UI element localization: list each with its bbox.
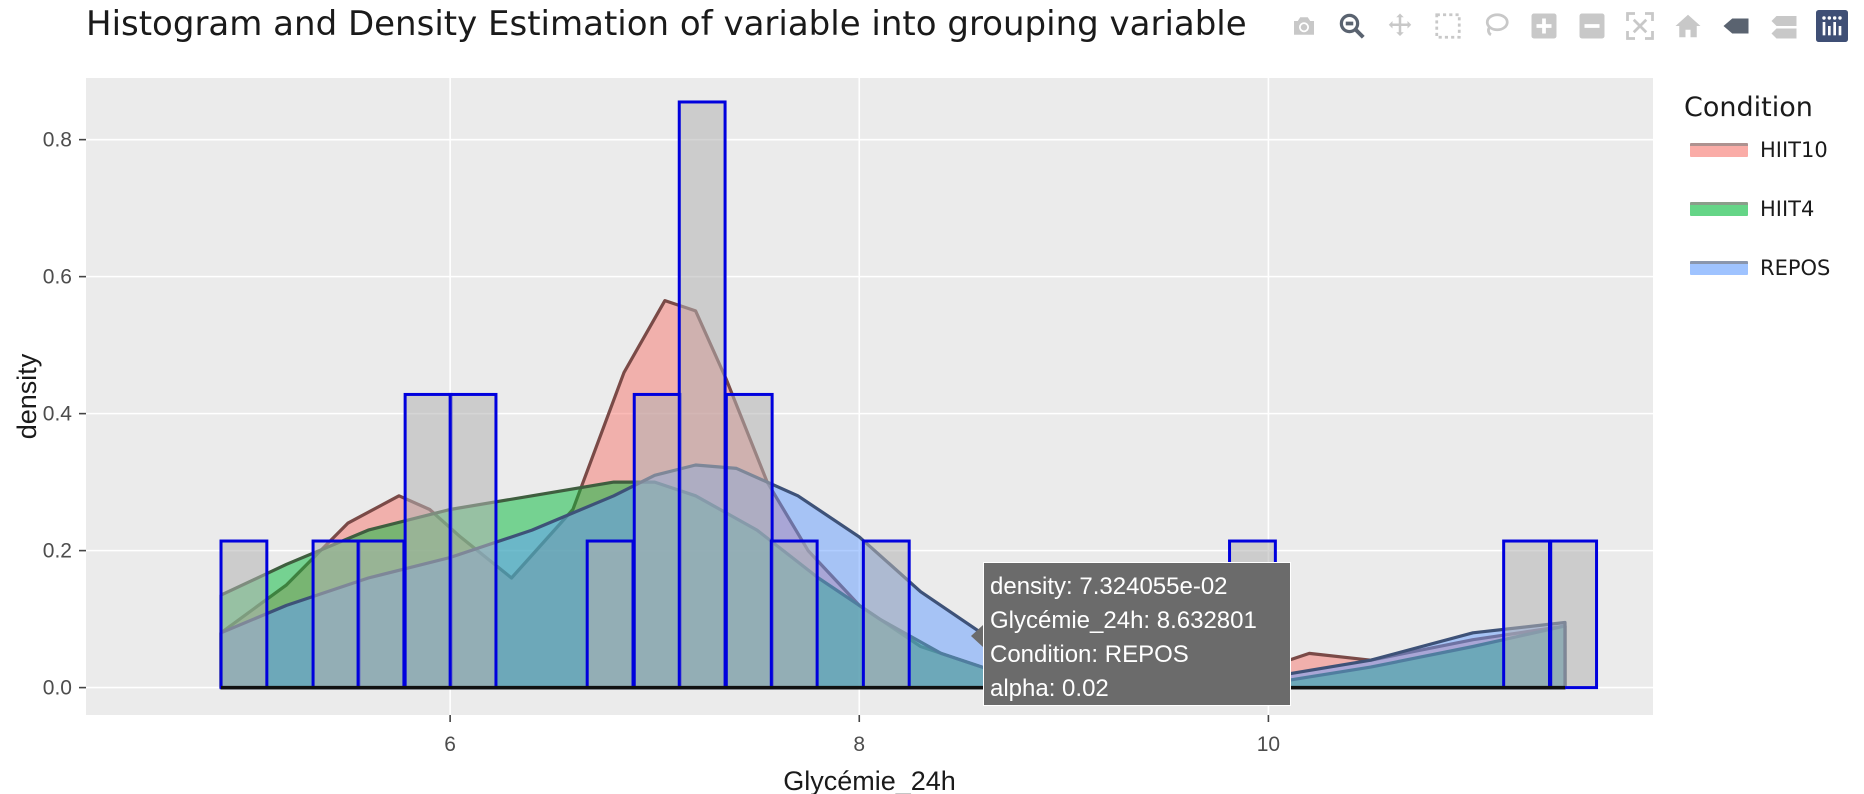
histogram-bar[interactable] <box>769 539 819 690</box>
tooltip-condition: Condition: REPOS <box>990 641 1189 668</box>
chart-title: Histogram and Density Estimation of vari… <box>86 4 1247 44</box>
zoom-out-icon[interactable] <box>1568 6 1616 46</box>
y-tick-label: 0.8 <box>43 129 72 152</box>
legend-swatch-hiit4 <box>1690 202 1748 216</box>
x-tick-label: 8 <box>853 733 865 756</box>
histogram-bar[interactable] <box>311 539 361 690</box>
modebar <box>1280 6 1856 46</box>
zoom-in-icon[interactable] <box>1520 6 1568 46</box>
legend-item-hiit10[interactable]: HIIT10 <box>1690 138 1828 162</box>
histogram-bar[interactable] <box>1549 539 1599 690</box>
legend-swatch-repos <box>1690 261 1748 275</box>
legend-label-hiit10: HIIT10 <box>1760 138 1828 162</box>
x-axis-ticks: 6 8 10 <box>444 715 1280 756</box>
y-tick-label: 0.0 <box>43 677 72 700</box>
zoom-icon[interactable] <box>1328 6 1376 46</box>
hover-compare-icon[interactable] <box>1760 6 1808 46</box>
plotly-logo-icon[interactable] <box>1808 6 1856 46</box>
histogram-bar[interactable] <box>448 392 498 690</box>
tooltip-density: density: 7.324055e-02 <box>990 573 1228 600</box>
y-tick-label: 0.6 <box>43 266 72 289</box>
legend-label-hiit4: HIIT4 <box>1760 197 1815 221</box>
legend-item-hiit4[interactable]: HIIT4 <box>1690 197 1814 221</box>
x-tick-label: 10 <box>1257 733 1280 756</box>
histogram-bar[interactable] <box>724 392 774 690</box>
legend-item-repos[interactable]: REPOS <box>1690 256 1830 280</box>
histogram-bar[interactable] <box>585 539 635 690</box>
histogram-bar[interactable] <box>219 539 269 690</box>
lasso-select-icon[interactable] <box>1472 6 1520 46</box>
histogram-bar[interactable] <box>356 539 406 690</box>
x-tick-label: 6 <box>444 733 456 756</box>
legend-title: Condition <box>1684 92 1813 123</box>
histogram-bar[interactable] <box>1502 539 1551 690</box>
tooltip-arrow <box>971 625 983 647</box>
camera-icon[interactable] <box>1280 6 1328 46</box>
y-tick-label: 0.4 <box>43 403 73 426</box>
legend-label-repos: REPOS <box>1760 256 1831 280</box>
legend-swatch-hiit10 <box>1690 143 1748 157</box>
y-axis-ticks: 0.0 0.2 0.4 0.6 0.8 <box>43 129 86 700</box>
histogram-bar[interactable] <box>677 100 727 690</box>
tooltip-alpha: alpha: 0.02 <box>990 675 1109 702</box>
hover-tooltip: density: 7.324055e-02 Glycémie_24h: 8.63… <box>983 562 1291 706</box>
hover-closest-icon[interactable] <box>1712 6 1760 46</box>
x-axis-label: Glycémie_24h <box>783 766 956 794</box>
box-select-icon[interactable] <box>1424 6 1472 46</box>
histogram-bar[interactable] <box>632 392 682 690</box>
pan-icon[interactable] <box>1376 6 1424 46</box>
autoscale-icon[interactable] <box>1616 6 1664 46</box>
tooltip-x-value: Glycémie_24h: 8.632801 <box>990 607 1257 634</box>
y-axis-label: density <box>12 353 42 439</box>
histogram-bar[interactable] <box>403 392 453 690</box>
y-tick-label: 0.2 <box>43 540 72 563</box>
reset-axes-icon[interactable] <box>1664 6 1712 46</box>
histogram-bar[interactable] <box>861 539 911 690</box>
